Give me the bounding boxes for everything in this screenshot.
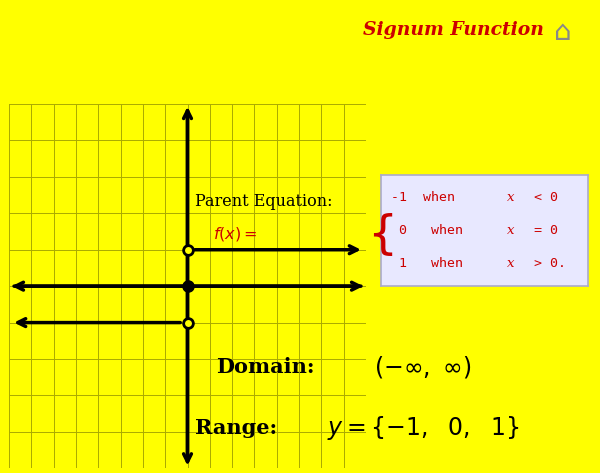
Text: x: x: [507, 224, 515, 237]
Text: < 0: < 0: [526, 191, 558, 204]
Text: ⌂: ⌂: [554, 18, 572, 46]
Text: $f(x) =$: $f(x) =$: [213, 225, 257, 243]
Text: 0   when: 0 when: [391, 224, 472, 237]
Text: Parent Equation:: Parent Equation:: [195, 193, 332, 210]
Text: > 0.: > 0.: [526, 257, 566, 271]
Text: $\{$: $\{$: [367, 210, 394, 258]
Text: x: x: [507, 257, 515, 271]
Text: 1   when: 1 when: [391, 257, 472, 271]
Text: Range:: Range:: [195, 418, 277, 438]
Text: Domain:: Domain:: [216, 357, 314, 377]
Text: -1  when: -1 when: [391, 191, 463, 204]
Text: x: x: [507, 191, 515, 204]
Text: Signum Function: Signum Function: [363, 21, 544, 39]
Text: = 0: = 0: [526, 224, 558, 237]
Text: $(-\infty,\ \infty)$: $(-\infty,\ \infty)$: [374, 354, 471, 379]
Text: $y = \{-1,\ \ 0,\ \ 1\}$: $y = \{-1,\ \ 0,\ \ 1\}$: [327, 414, 520, 442]
